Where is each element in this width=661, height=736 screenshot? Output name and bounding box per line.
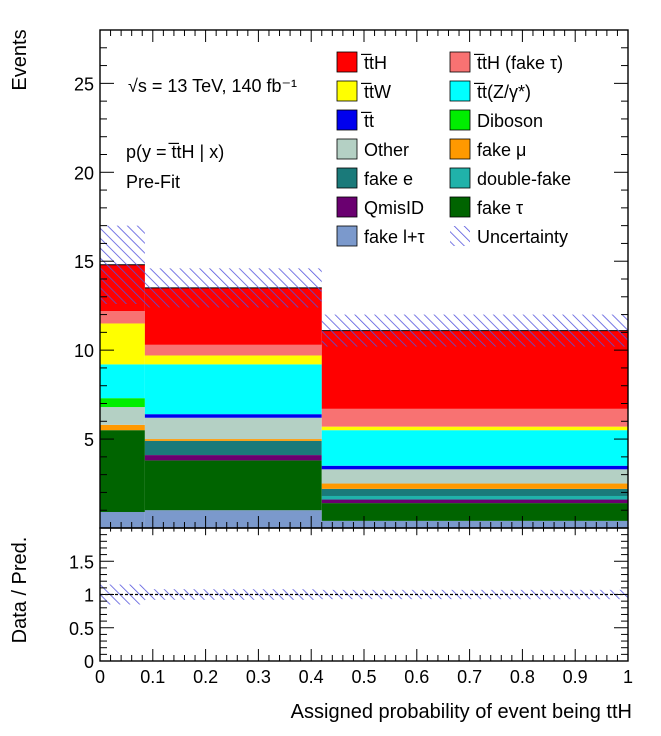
bar-segment bbox=[144, 414, 322, 418]
y-tick-label: 1 bbox=[84, 586, 94, 606]
legend-label: t̅tW bbox=[360, 82, 391, 102]
legend-label: Diboson bbox=[477, 111, 543, 131]
legend-label: fake l+τ bbox=[364, 227, 425, 247]
y-tick-label: 10 bbox=[74, 341, 94, 361]
bar-segment bbox=[321, 488, 628, 496]
y-tick-label: 5 bbox=[84, 430, 94, 450]
legend-swatch bbox=[336, 225, 358, 247]
x-tick-label: 0.5 bbox=[351, 667, 376, 687]
legend-label: fake e bbox=[364, 169, 413, 189]
legend-label: fake τ bbox=[477, 198, 523, 218]
bar-segment bbox=[321, 408, 628, 427]
bar-segment bbox=[144, 455, 322, 461]
x-tick-label: 1 bbox=[623, 667, 633, 687]
legend-swatch bbox=[449, 109, 471, 131]
bottom-y-axis-label: Data / Pred. bbox=[9, 537, 31, 644]
bar-segment bbox=[100, 424, 145, 431]
bar-segment bbox=[321, 503, 628, 521]
legend-swatch bbox=[450, 226, 470, 246]
bar-segment bbox=[321, 426, 628, 431]
bar-segment bbox=[144, 355, 322, 365]
x-tick-label: 0.1 bbox=[140, 667, 165, 687]
x-tick-label: 0 bbox=[95, 667, 105, 687]
bar-segment bbox=[144, 460, 322, 511]
y-tick-label: 1.5 bbox=[69, 552, 94, 572]
bar-segment bbox=[144, 440, 322, 456]
legend-label: t̅tH bbox=[360, 53, 387, 73]
bar-segment bbox=[321, 483, 628, 489]
bar-segment bbox=[100, 511, 145, 528]
x-tick-label: 0.3 bbox=[246, 667, 271, 687]
legend-label: t̅t bbox=[360, 111, 374, 131]
bar-segment bbox=[321, 469, 628, 484]
ratio-uncertainty-group bbox=[100, 584, 628, 605]
top-y-axis-label: Events bbox=[9, 29, 31, 90]
x-tick-label: 0.9 bbox=[563, 667, 588, 687]
x-tick-label: 0.8 bbox=[510, 667, 535, 687]
selection-annotation: p(y = t̅tH | x) bbox=[126, 142, 224, 162]
bar-segment bbox=[144, 510, 322, 528]
fit-state-annotation: Pre-Fit bbox=[126, 172, 180, 192]
legend-label: t̅t(Z/γ*) bbox=[473, 82, 531, 102]
bar-segment bbox=[144, 417, 322, 440]
legend-swatch bbox=[336, 138, 358, 160]
bar-segment bbox=[321, 495, 628, 500]
axis-ticks-group bbox=[99, 29, 629, 662]
ratio-uncertainty-band bbox=[321, 589, 628, 600]
legend-swatch bbox=[449, 196, 471, 218]
energy-annotation: √s = 13 TeV, 140 fb⁻¹ bbox=[128, 76, 297, 96]
legend-swatch bbox=[449, 80, 471, 102]
legend-swatch bbox=[336, 80, 358, 102]
legend-swatch bbox=[336, 51, 358, 73]
bar-segment bbox=[100, 398, 145, 408]
uncertainty-band bbox=[321, 314, 628, 347]
x-axis-label: Assigned probability of event being ttH bbox=[291, 701, 632, 723]
legend-label: double-fake bbox=[477, 169, 571, 189]
ratio-uncertainty-band bbox=[144, 589, 322, 600]
bar-segment bbox=[144, 364, 322, 415]
bar-segment bbox=[100, 323, 145, 365]
legend-swatch bbox=[449, 167, 471, 189]
bar-segment bbox=[144, 344, 322, 356]
bar-segment bbox=[100, 311, 145, 324]
x-tick-label: 0.7 bbox=[457, 667, 482, 687]
bar-segment bbox=[100, 430, 145, 512]
legend-label: fake μ bbox=[477, 140, 526, 160]
y-tick-label: 25 bbox=[74, 74, 94, 94]
y-tick-label: 0.5 bbox=[69, 619, 94, 639]
x-tick-label: 0.6 bbox=[404, 667, 429, 687]
legend-swatch bbox=[336, 167, 358, 189]
legend-label: Other bbox=[364, 140, 409, 160]
legend-swatch bbox=[336, 109, 358, 131]
y-tick-label: 20 bbox=[74, 163, 94, 183]
bar-segment bbox=[144, 439, 322, 441]
x-tick-label: 0.4 bbox=[299, 667, 324, 687]
axis-tick-labels-group: 0 0.1 0.2 0.3 0.4 0.5 0.6 0.7 0.8 0.9 151015202500… bbox=[69, 74, 633, 687]
y-tick-label: 15 bbox=[74, 252, 94, 272]
bar-segment bbox=[100, 407, 145, 425]
bar-segment bbox=[321, 520, 628, 528]
legend-label: QmisID bbox=[364, 198, 424, 218]
uncertainty-band-group bbox=[100, 225, 628, 347]
y-tick-label: 0 bbox=[84, 652, 94, 672]
legend: t̅tH t̅tH (fake τ) t̅tW t̅t(Z/γ*) t̅t Diboson… bbox=[336, 51, 571, 247]
bar-segment bbox=[321, 430, 628, 466]
bar-segment bbox=[100, 364, 145, 399]
legend-label: t̅tH (fake τ) bbox=[473, 53, 563, 73]
x-tick-label: 0.2 bbox=[193, 667, 218, 687]
legend-swatch bbox=[336, 196, 358, 218]
legend-swatch bbox=[449, 138, 471, 160]
legend-label: Uncertainty bbox=[477, 227, 568, 247]
legend-swatch bbox=[449, 51, 471, 73]
uncertainty-band bbox=[100, 225, 145, 304]
bar-segment bbox=[321, 465, 628, 470]
uncertainty-band bbox=[144, 268, 322, 308]
bar-segment bbox=[321, 499, 628, 504]
